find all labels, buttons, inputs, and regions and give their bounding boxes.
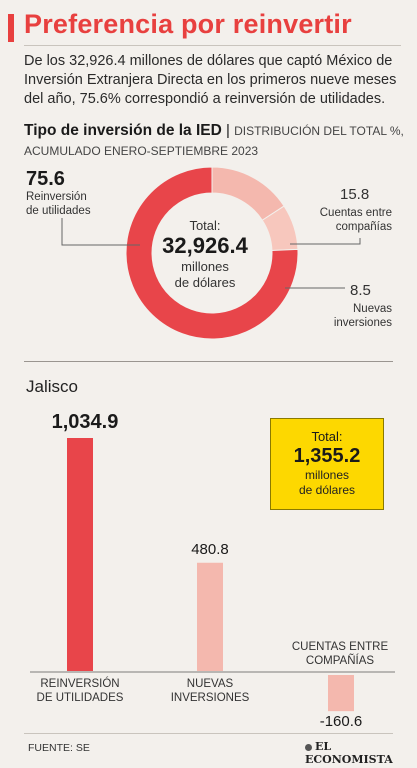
bar-value-label-cuentas: -160.6 [319, 713, 363, 730]
nuevas-pct: 8.5 [350, 282, 371, 299]
bar-category-cuentas: Cuentas entre compañías [280, 640, 400, 668]
bar-value-label-reinversion: 1,034.9 [51, 411, 119, 433]
bar-category-reinversion-line2: de utilidades [36, 692, 124, 704]
donut-center-total: Total: 32,926.4 millones de dólares [140, 218, 270, 291]
bar-reinversion [67, 438, 93, 671]
jalisco-total-label: Total: [311, 429, 343, 444]
bar-category-cuentas-line2: compañías [305, 655, 375, 667]
nuevas-label-line2: inversiones [333, 317, 392, 329]
donut-subtitle: Distribución del total %, acumulado ener… [24, 124, 404, 158]
donut-slice-reinversion [125, 166, 299, 340]
section-divider [24, 361, 393, 362]
reinversion-label: Reinversión de utilidades [26, 190, 91, 218]
donut-section-title: Tipo de inversión de la IED | Distribuci… [24, 121, 404, 161]
reinversion-label-line1: Reinversión [26, 191, 87, 203]
jalisco-total-unit-1: millones [304, 468, 349, 482]
source-note: FUENTE: SE [28, 742, 90, 754]
cuentas-label-line1: Cuentas entre [319, 207, 392, 219]
footer-divider [24, 733, 393, 734]
bar-value-label-nuevas: 480.8 [191, 541, 229, 558]
donut-total-label: Total: [189, 218, 221, 233]
donut-total-unit-2: de dólares [174, 275, 236, 290]
donut-total-value: 32,926.4 [162, 233, 248, 258]
leader-line-cuentas [290, 238, 361, 245]
title-separator: | [226, 122, 230, 139]
jalisco-total-unit-2: de dólares [298, 483, 356, 497]
bar-category-nuevas-line2: inversiones [170, 692, 250, 704]
jalisco-total-value: 1,355.2 [293, 445, 361, 467]
title-divider [24, 45, 401, 46]
bar-category-nuevas: Nuevas inversiones [155, 677, 265, 705]
donut-slice-cuentas [211, 166, 285, 221]
cuentas-pct: 15.8 [340, 186, 370, 203]
reinversion-pct: 75.6 [26, 168, 65, 190]
bar-category-reinversion: Reinversión de utilidades [20, 677, 140, 705]
bar-category-reinversion-line1: Reinversión [40, 678, 120, 690]
intro-text: De los 32,926.4 millones de dólares que … [24, 53, 397, 107]
brand-name: EL ECONOMISTA [305, 740, 393, 766]
leader-line-reinversion [61, 218, 140, 246]
bar-cuentas [328, 675, 354, 712]
jalisco-total-box: Total: 1,355.2 millones de dólares [270, 418, 384, 510]
bar-nuevas [197, 562, 223, 671]
brand-logo: EL ECONOMISTA [305, 740, 417, 766]
donut-total-unit-1: millones [181, 259, 229, 274]
nuevas-label-line1: Nuevas [353, 303, 392, 315]
bar-category-cuentas-line1: Cuentas entre [291, 641, 389, 653]
brand-mark-icon [305, 743, 312, 751]
bar-category-nuevas-line1: Nuevas [186, 678, 234, 690]
reinversion-label-line2: de utilidades [26, 205, 91, 217]
nuevas-label: Nuevas inversiones [310, 302, 392, 330]
donut-title: Tipo de inversión de la IED [24, 122, 222, 139]
page-title: Preferencia por reinvertir [24, 9, 352, 39]
cuentas-label: Cuentas entre compañías [310, 206, 392, 234]
cuentas-label-line2: compañías [335, 221, 392, 233]
jalisco-title: Jalisco [26, 377, 78, 396]
title-accent-bar [8, 14, 14, 42]
